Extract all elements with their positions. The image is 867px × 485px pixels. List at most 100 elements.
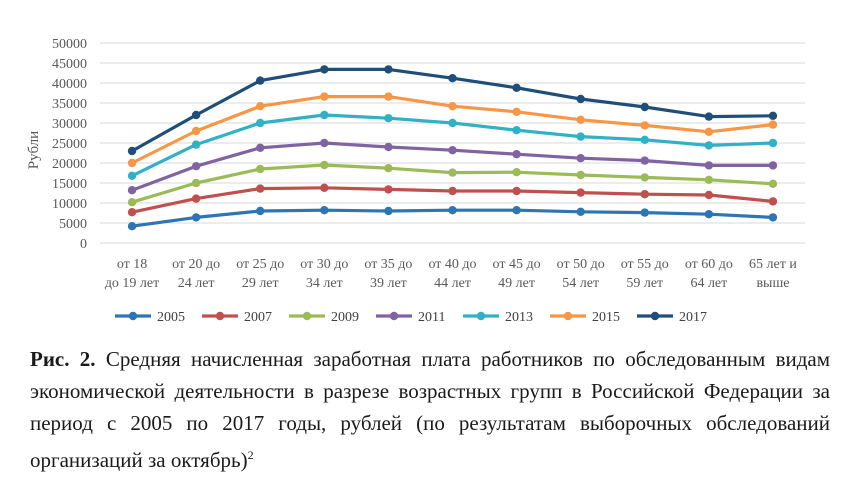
data-point — [640, 173, 649, 182]
y-tick-label: 35000 — [52, 97, 87, 112]
legend-marker — [476, 311, 486, 321]
data-point — [640, 102, 649, 112]
legend-marker — [215, 311, 225, 321]
data-point — [384, 114, 393, 123]
data-point — [768, 197, 778, 206]
data-point — [127, 208, 137, 217]
data-point — [704, 175, 714, 184]
x-tick-label-line: до 19 лет — [105, 276, 159, 291]
x-tick-label-line: от 18 — [117, 257, 147, 272]
data-point — [512, 107, 521, 117]
legend-label: 2015 — [592, 310, 620, 325]
series-2009 — [127, 160, 778, 207]
data-point — [320, 92, 329, 101]
data-point — [512, 206, 521, 215]
data-point — [448, 168, 457, 177]
legend-entry: 2017 — [637, 310, 707, 325]
data-point — [576, 115, 585, 125]
data-point — [768, 138, 778, 148]
y-axis-ticks: 0 5000 10000 15000 20000 25000 30000 35000 40000… — [52, 37, 87, 252]
data-point — [256, 164, 265, 174]
data-point — [448, 186, 457, 196]
y-tick-label: 5000 — [59, 217, 87, 232]
data-point — [191, 110, 201, 120]
data-point — [320, 110, 329, 120]
data-point — [704, 112, 714, 121]
data-point — [512, 186, 521, 196]
x-tick-label-line: от 35 до — [364, 257, 412, 272]
series-2005 — [127, 206, 778, 231]
y-tick-label: 40000 — [52, 77, 87, 92]
data-point — [640, 208, 649, 217]
x-tick-label-line: 64 лет — [690, 276, 727, 291]
x-tick-label: от 18 до 19 лет — [105, 257, 159, 291]
data-point — [127, 158, 137, 168]
legend-label: 2013 — [505, 310, 533, 325]
legend-marker — [389, 311, 399, 321]
legend-marker — [563, 311, 573, 321]
x-tick-label: от 55 до 59 лет — [621, 257, 669, 291]
data-point — [576, 188, 585, 197]
data-point — [576, 132, 585, 141]
data-point — [127, 186, 137, 195]
legend-label: 2017 — [679, 310, 707, 325]
x-tick-label: от 45 до 49 лет — [493, 257, 541, 291]
data-point — [191, 194, 201, 203]
x-tick-label: от 30 до 34 лет — [300, 257, 348, 291]
line-chart: 0 5000 10000 15000 20000 25000 30000 35000 40000… — [26, 37, 805, 325]
x-tick-label-line: от 20 до — [172, 257, 220, 272]
legend: 2005 2007 2009 2011 2013 2015 2017 — [115, 310, 707, 325]
x-tick-label-line: от 60 до — [685, 257, 733, 272]
data-point — [191, 162, 201, 171]
data-point — [127, 222, 137, 231]
data-point — [384, 185, 393, 194]
legend-entry: 2015 — [550, 310, 620, 325]
legend-entry: 2007 — [202, 310, 272, 325]
x-tick-label-line: от 45 до — [493, 257, 541, 272]
legend-marker — [650, 311, 660, 321]
data-point — [256, 76, 265, 85]
caption-label: Рис. 2. — [30, 347, 96, 371]
data-point — [448, 74, 457, 83]
data-point — [704, 210, 714, 219]
data-point — [768, 179, 778, 188]
data-point — [384, 65, 393, 74]
data-point — [448, 118, 457, 128]
data-point — [127, 198, 137, 207]
data-point — [448, 102, 457, 111]
y-tick-label: 0 — [80, 237, 87, 252]
data-point — [127, 171, 137, 180]
data-point — [768, 213, 778, 222]
x-tick-label-line: 34 лет — [306, 276, 343, 291]
data-point — [191, 126, 201, 136]
x-tick-label-line: от 55 до — [621, 257, 669, 272]
x-tick-label-line: от 25 до — [236, 257, 284, 272]
data-point — [256, 184, 265, 193]
data-point — [191, 178, 201, 188]
data-point — [448, 206, 457, 215]
data-point — [512, 83, 521, 93]
data-point — [384, 92, 393, 101]
data-point — [512, 150, 521, 159]
x-tick-label-line: 29 лет — [242, 276, 279, 291]
data-point — [320, 183, 329, 192]
y-tick-label: 30000 — [52, 117, 87, 132]
x-tick-label-line: 65 лет и — [749, 257, 797, 272]
data-point — [576, 154, 585, 163]
legend-entry: 2009 — [289, 310, 359, 325]
data-point — [768, 120, 778, 129]
caption-text: Средняя начисленная заработная плата раб… — [30, 347, 831, 472]
x-tick-label: от 40 до 44 лет — [428, 257, 476, 291]
y-tick-label: 20000 — [52, 157, 87, 172]
y-tick-label: 45000 — [52, 57, 87, 72]
series-2007 — [127, 183, 778, 217]
caption-footnote: 2 — [247, 448, 254, 462]
legend-entry: 2013 — [463, 310, 533, 325]
series-2011 — [127, 138, 778, 195]
data-point — [384, 164, 393, 173]
x-tick-label-line: от 50 до — [557, 257, 605, 272]
legend-label: 2011 — [418, 310, 445, 325]
data-point — [320, 138, 329, 148]
data-point — [576, 207, 585, 216]
x-tick-label: 65 лет и выше — [749, 257, 797, 291]
